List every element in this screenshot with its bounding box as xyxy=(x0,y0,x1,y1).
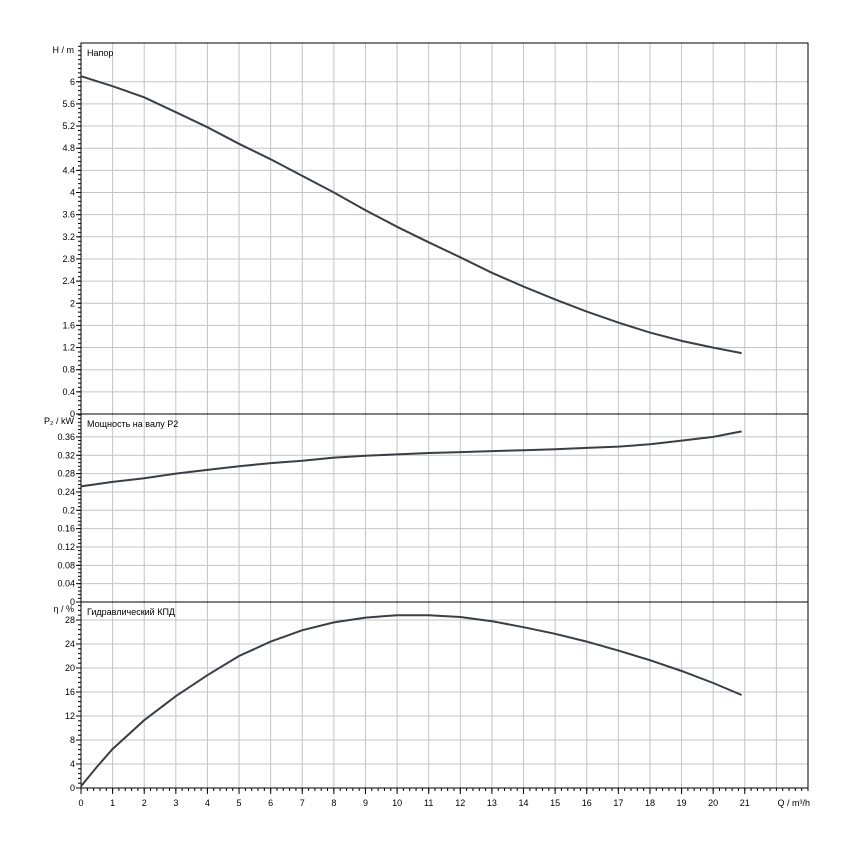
y-tick-label: 0.2 xyxy=(62,505,75,515)
x-tick-label: 19 xyxy=(677,798,687,808)
x-tick-label: 12 xyxy=(455,798,465,808)
x-tick-label: 18 xyxy=(645,798,655,808)
x-tick-label: 2 xyxy=(142,798,147,808)
y-tick-label: 2 xyxy=(70,298,75,308)
y-tick-label: 0.4 xyxy=(62,387,75,397)
x-tick-label: 20 xyxy=(708,798,718,808)
y-tick-label: 5.6 xyxy=(62,99,75,109)
x-tick-label: 6 xyxy=(268,798,273,808)
y-tick-label: 0.8 xyxy=(62,365,75,375)
y-tick-label: 16 xyxy=(65,687,75,697)
y-tick-label: 4.4 xyxy=(62,165,75,175)
panel-title: Мощность на валу P2 xyxy=(87,419,178,429)
y-axis-label: H / m xyxy=(53,45,75,55)
y-axis-label: P₂ / kW xyxy=(44,416,74,426)
y-tick-label: 0.16 xyxy=(57,524,75,534)
plot-frame xyxy=(80,42,809,415)
plot-frame xyxy=(80,601,809,789)
x-tick-label: 17 xyxy=(613,798,623,808)
x-tick-label: 15 xyxy=(550,798,560,808)
x-tick-label: 16 xyxy=(582,798,592,808)
panel-0: 0 0.4 0.8 1.2 1.6 2 2.4 2.8 3.2 3.6 4 4.4 4.8 5.2 5.6 6… xyxy=(53,42,809,419)
y-tick-label: 0.12 xyxy=(57,542,75,552)
y-tick-label: 1.2 xyxy=(62,343,75,353)
y-tick-label: 0 xyxy=(70,409,75,419)
x-tick-label: 9 xyxy=(363,798,368,808)
y-tick-label: 0.32 xyxy=(57,450,75,460)
y-tick-label: 0.24 xyxy=(57,487,75,497)
series-line xyxy=(80,75,742,355)
panel-title: Гидравлический КПД xyxy=(87,607,175,617)
series-line xyxy=(80,614,742,787)
x-tick-label: 21 xyxy=(740,798,750,808)
series-line xyxy=(80,430,742,488)
x-tick-label: 0 xyxy=(78,798,83,808)
x-tick-label: 3 xyxy=(173,798,178,808)
x-axis-label: Q / m³/h xyxy=(777,798,810,808)
y-tick-label: 4 xyxy=(70,759,75,769)
x-tick-label: 4 xyxy=(205,798,210,808)
y-tick-label: 5.2 xyxy=(62,121,75,131)
y-tick-label: 0 xyxy=(70,783,75,793)
y-tick-label: 1.6 xyxy=(62,320,75,330)
x-tick-label: 7 xyxy=(300,798,305,808)
y-tick-label: 20 xyxy=(65,663,75,673)
x-tick-label: 5 xyxy=(237,798,242,808)
y-tick-label: 2.8 xyxy=(62,254,75,264)
y-tick-label: 4.8 xyxy=(62,143,75,153)
y-tick-label: 4 xyxy=(70,188,75,198)
panel-2: 0 4 8 12 16 20 24 28η / % Гидравлический КПД xyxy=(53,601,809,793)
y-tick-label: 0.08 xyxy=(57,560,75,570)
y-tick-label: 2.4 xyxy=(62,276,75,286)
y-tick-label: 12 xyxy=(65,711,75,721)
y-tick-label: 3.6 xyxy=(62,210,75,220)
y-tick-label: 0.04 xyxy=(57,579,75,589)
y-tick-label: 3.2 xyxy=(62,232,75,242)
y-axis-label: η / % xyxy=(53,604,74,614)
y-tick-label: 24 xyxy=(65,639,75,649)
x-tick-label: 14 xyxy=(519,798,529,808)
y-tick-label: 0 xyxy=(70,597,75,607)
y-tick-label: 28 xyxy=(65,615,75,625)
x-tick-label: 8 xyxy=(331,798,336,808)
y-tick-label: 6 xyxy=(70,77,75,87)
y-tick-label: 0.36 xyxy=(57,432,75,442)
panel-title: Напор xyxy=(87,48,113,58)
x-tick-label: 10 xyxy=(392,798,402,808)
x-tick-label: 11 xyxy=(424,798,433,808)
x-tick-label: 1 xyxy=(110,798,115,808)
y-tick-label: 8 xyxy=(70,735,75,745)
plot-frame xyxy=(80,413,809,603)
x-tick-label: 13 xyxy=(487,798,497,808)
panel-1: 0 0.04 0.08 0.12 0.16 0.2 0.24 0.28 0.32 0.36 P₂ /… xyxy=(44,413,809,607)
y-tick-label: 0.28 xyxy=(57,469,75,479)
